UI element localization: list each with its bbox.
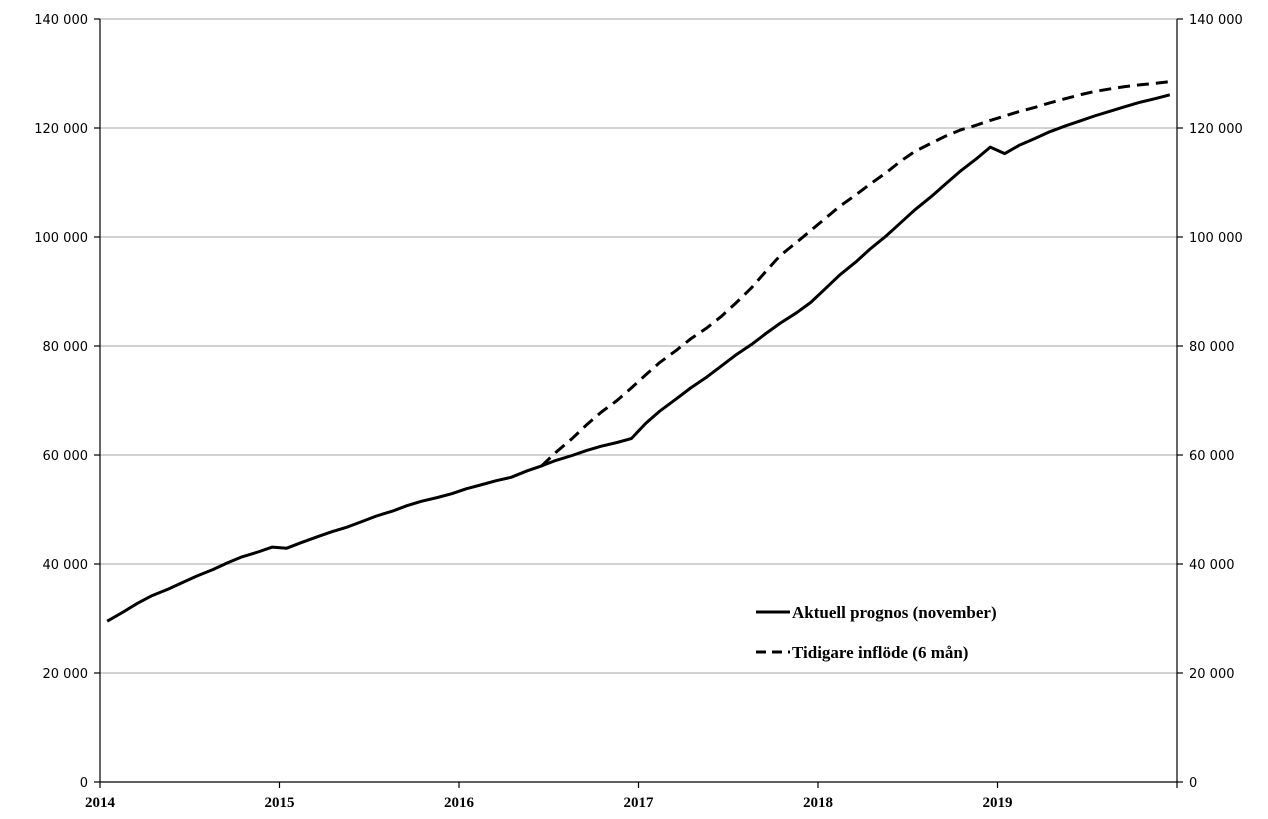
legend-label-tidigare: Tidigare inflöde (6 mån) (792, 643, 968, 662)
series-line-tidigare (540, 80, 1170, 467)
y-tick-label-right: 60 000 (1189, 449, 1235, 464)
y-tick-label-right: 40 000 (1189, 558, 1235, 573)
y-tick-label-left: 140 000 (34, 13, 88, 28)
series-lines (106, 80, 1171, 623)
x-tick-label: 2018 (803, 795, 833, 811)
series-line-aktuell (106, 93, 1171, 623)
legend-label-aktuell: Aktuell prognos (november) (792, 603, 997, 622)
y-tick-label-left: 20 000 (43, 667, 89, 682)
y-tick-label-right: 120 000 (1189, 122, 1243, 137)
y-tick-label-right: 20 000 (1189, 667, 1235, 682)
y-tick-label-right: 0 (1189, 776, 1197, 791)
y-tick-label-right: 100 000 (1189, 231, 1243, 246)
x-tick-label: 2015 (265, 795, 295, 811)
x-tick-label: 2019 (983, 795, 1013, 811)
axes: 0 0 20 000 20 000 40 000 40 000 60 000 60 000 80… (34, 13, 1243, 811)
x-tick-label: 2014 (85, 795, 116, 811)
y-tick-label-left: 0 (80, 776, 88, 791)
legend: Aktuell prognos (november) Tidigare infl… (756, 603, 997, 662)
x-tick-label: 2016 (444, 795, 475, 811)
y-tick-label-right: 80 000 (1189, 340, 1235, 355)
gridlines (100, 18, 1177, 674)
y-tick-label-left: 80 000 (43, 340, 89, 355)
y-tick-label-left: 100 000 (34, 231, 88, 246)
y-tick-label-left: 120 000 (34, 122, 88, 137)
y-tick-label-left: 60 000 (43, 449, 89, 464)
y-tick-label-right: 140 000 (1189, 13, 1243, 28)
y-tick-label-left: 40 000 (43, 558, 89, 573)
x-tick-label: 2017 (624, 795, 655, 811)
